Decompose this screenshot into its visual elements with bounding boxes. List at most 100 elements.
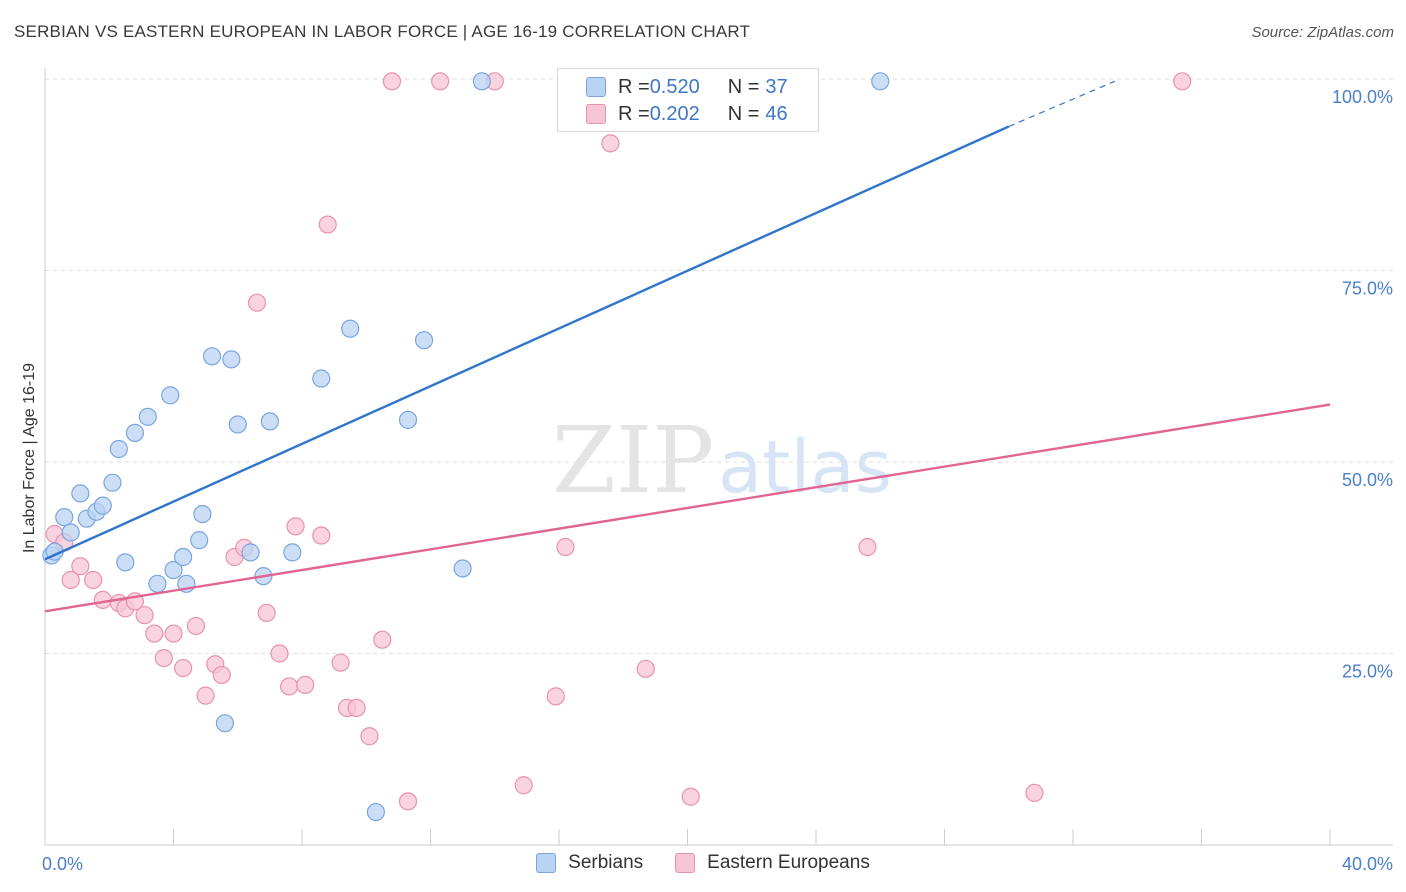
serbian-point <box>414 331 434 350</box>
serbian-point <box>398 410 418 429</box>
eastern-point <box>360 727 379 746</box>
serbian-point <box>103 473 122 492</box>
eastern-point <box>212 665 231 685</box>
eastern-point <box>84 570 103 590</box>
serbian-point <box>283 543 302 562</box>
eastern-point <box>71 557 90 576</box>
legend-item-eastern: Eastern Europeans <box>675 852 870 874</box>
serbian-point <box>138 407 157 426</box>
serbian-point <box>260 412 279 431</box>
legend-n-value: 37 <box>765 75 788 98</box>
eastern-point <box>154 648 173 668</box>
axis-labels: 25.0% 50.0% 75.0% 100.0% 0.0% 40.0% In Labor F… <box>21 87 1393 874</box>
serbian-point <box>228 415 247 434</box>
legend-swatch-eastern <box>586 104 606 124</box>
eastern-point <box>347 698 366 717</box>
y-axis-title: In Labor Force | Age 16-19 <box>21 363 38 553</box>
serbian-point <box>193 504 212 524</box>
legend-item-serbians: Serbians <box>536 852 643 874</box>
axes <box>44 68 1393 846</box>
eastern-point <box>174 658 193 678</box>
legend-row-eastern: R = 0.202 N = 46 <box>586 102 788 126</box>
stats-legend: R = 0.520 N = 37 R = 0.202 N = 46 <box>557 68 819 132</box>
eastern-point <box>93 590 112 609</box>
serbian-point <box>871 72 890 91</box>
y-tick-label: 50.0% <box>1342 470 1393 490</box>
serbian-point <box>174 547 193 567</box>
eastern-point <box>196 686 215 705</box>
eastern-point <box>186 616 206 636</box>
eastern-point <box>431 72 450 91</box>
legend-label-serbians: Serbians <box>568 852 644 873</box>
x-tick-label: 40.0% <box>1342 854 1393 874</box>
eastern-point <box>1173 72 1192 91</box>
serbian-point <box>215 714 234 733</box>
watermark-zip: ZIP <box>552 407 714 514</box>
serbian-point <box>116 553 135 572</box>
eastern-point <box>318 215 337 234</box>
eastern-point <box>546 687 565 706</box>
y-tick-label: 25.0% <box>1342 662 1393 682</box>
eastern-point <box>398 792 418 811</box>
chart-title: SERBIAN VS EASTERN EUROPEAN IN LABOR FOR… <box>14 22 751 41</box>
eastern-point <box>270 644 289 663</box>
serbian-point <box>190 531 209 550</box>
serbian-point <box>148 574 167 593</box>
legend-r-label: R = <box>618 75 650 98</box>
serbian-point <box>222 350 241 369</box>
eastern-point <box>556 537 575 557</box>
grid-lines <box>45 78 1393 654</box>
eastern-point <box>164 624 183 643</box>
serbian-trend-line <box>44 125 1010 561</box>
serbian-point <box>161 386 180 405</box>
eastern-point <box>312 526 331 545</box>
eastern-point <box>514 776 533 795</box>
eastern-point <box>382 72 402 91</box>
legend-row-serbians: R = 0.520 N = 37 <box>586 75 788 99</box>
legend-n-value: 46 <box>765 102 788 125</box>
serbian-point <box>55 508 74 527</box>
eastern-point <box>1025 783 1044 803</box>
legend-swatch-eastern <box>675 853 696 873</box>
serbian-point <box>202 347 222 366</box>
eastern-point <box>135 606 154 625</box>
eastern-point <box>296 675 315 695</box>
legend-swatch-serbians <box>586 77 606 97</box>
eastern-point <box>858 537 877 557</box>
legend-n-label: N = <box>727 102 760 125</box>
series-legend: Serbians Eastern Europeans <box>0 852 1406 874</box>
serbian-point <box>312 369 331 388</box>
x-tick-label: 0.0% <box>42 854 83 874</box>
serbian-point <box>164 560 183 580</box>
eastern-point <box>61 570 80 590</box>
eastern-point <box>247 293 267 312</box>
legend-n-label: N = <box>727 75 760 98</box>
eastern-point <box>286 517 305 536</box>
eastern-point <box>331 653 350 672</box>
eastern-point <box>257 603 276 623</box>
legend-r-value: 0.520 <box>649 75 700 98</box>
legend-label-eastern: Eastern Europeans <box>707 852 870 873</box>
serbian-point <box>125 423 145 442</box>
legend-swatch-serbians <box>536 853 557 873</box>
serbian-point <box>366 802 385 822</box>
serbian-point <box>93 496 112 515</box>
watermark: ZIP atlas <box>552 407 892 514</box>
eastern-point <box>601 134 620 153</box>
serbian-point <box>341 319 360 338</box>
trend-lines <box>44 80 1331 613</box>
y-tick-label: 75.0% <box>1342 279 1393 299</box>
eastern-trend-line <box>44 403 1331 613</box>
source-label: Source: ZipAtlas.com <box>1251 24 1394 41</box>
eastern-point <box>145 624 164 643</box>
y-tick-label: 100.0% <box>1332 87 1393 107</box>
serbian-point <box>453 559 472 578</box>
serbian-point <box>71 484 90 503</box>
eastern-point <box>373 630 392 649</box>
serbian-point <box>472 72 491 91</box>
watermark-atlas: atlas <box>718 425 892 509</box>
legend-r-value: 0.202 <box>649 102 700 125</box>
serbian-point <box>109 439 128 459</box>
eastern-point <box>280 677 299 696</box>
